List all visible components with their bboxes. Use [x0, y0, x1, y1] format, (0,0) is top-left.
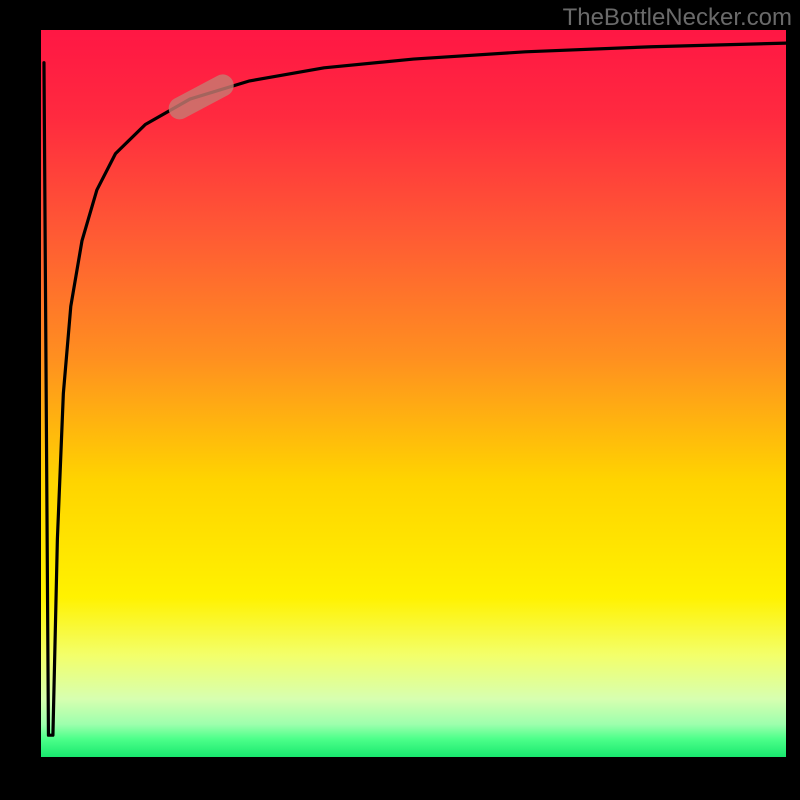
plot-gradient-area: [41, 30, 786, 757]
watermark-text: TheBottleNecker.com: [563, 4, 792, 32]
chart-stage: TheBottleNecker.com: [0, 0, 800, 800]
chart-svg: [0, 0, 800, 800]
